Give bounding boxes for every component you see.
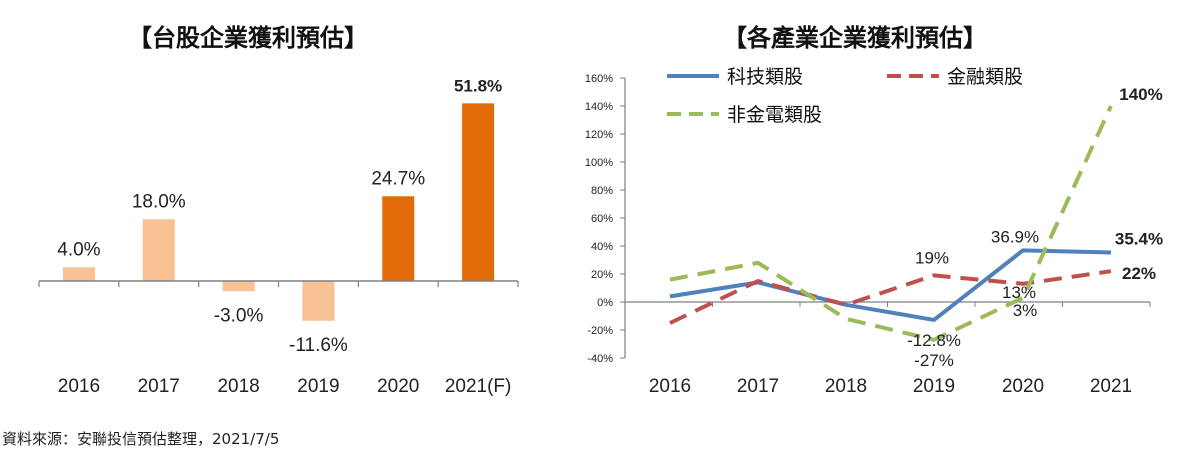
line-value-label: 3% [1013, 301, 1038, 320]
line-value-label: -12.8% [907, 331, 961, 350]
y-tick-label: 120% [585, 129, 613, 141]
bar-2019 [302, 281, 335, 321]
x-tick-label: 2017 [138, 376, 180, 397]
series-line-2 [669, 269, 1112, 325]
y-tick-label: -40% [587, 353, 613, 365]
legend-label: 金融類股 [947, 66, 1023, 88]
y-tick-label: 160% [585, 73, 613, 85]
y-tick-label: 60% [591, 213, 613, 225]
bar-value-label: 4.0% [57, 239, 100, 260]
bar-2021(F) [462, 103, 495, 282]
y-tick-label: 80% [591, 185, 613, 197]
x-tick-label: 2021 [1090, 376, 1132, 397]
x-tick-label: 2016 [58, 376, 100, 397]
x-tick-label: 2016 [649, 376, 691, 397]
x-tick-label: 2019 [297, 376, 339, 397]
bar-value-label: -11.6% [289, 335, 348, 356]
bar-value-label: 24.7% [371, 168, 425, 189]
x-tick-label: 2021(F) [445, 376, 512, 397]
line-value-label: -27% [914, 351, 954, 370]
line-value-label: 36.9% [991, 227, 1039, 246]
bar-value-label: -3.0% [214, 305, 264, 326]
taiwan-earnings-bar-chart: 4.0% 2016 18.0% 2017 -3.0% 2018 -11.6% 2019 24.7… [38, 76, 519, 397]
y-tick-label: 20% [591, 269, 613, 281]
x-tick-label: 2020 [1002, 376, 1044, 397]
bar-2017 [142, 219, 175, 281]
x-tick-label: 2018 [217, 376, 259, 397]
y-tick-label: 140% [585, 101, 613, 113]
legend-label: 非金電類股 [727, 104, 822, 126]
series-line-3 [669, 105, 1113, 342]
source-note: 資料來源：安聯投信預估整理，2021/7/5 [2, 430, 280, 448]
bar-value-label: 51.8% [454, 76, 502, 95]
bar-value-label: 18.0% [132, 191, 186, 212]
line-value-label: 13% [1002, 283, 1036, 302]
bar-2016 [62, 267, 95, 281]
bar-chart-title: 【台股企業獲利預估】 [128, 24, 368, 52]
legend-label: 科技類股 [727, 66, 803, 88]
x-tick-label: 2017 [737, 376, 779, 397]
sector-earnings-line-chart: 160% 140% 120% 100% 80% 60% 40% 20% 0% -20% -40% 20… [585, 66, 1163, 397]
bar-2020 [382, 196, 415, 281]
line-value-label: 140% [1119, 85, 1162, 104]
y-tick-label: -20% [587, 325, 613, 337]
x-tick-label: 2020 [377, 376, 419, 397]
line-value-label: 22% [1122, 264, 1156, 283]
y-tick-label: 40% [591, 241, 613, 253]
y-tick-label: 0% [597, 297, 613, 309]
x-tick-label: 2018 [825, 376, 867, 397]
x-tick-label: 2019 [913, 376, 955, 397]
line-chart-title: 【各產業企業獲利預估】 [723, 24, 987, 52]
bar-2018 [222, 281, 255, 292]
y-tick-label: 100% [585, 157, 613, 169]
series-line-1 [669, 248, 1112, 322]
line-value-label: 19% [915, 248, 949, 267]
line-value-label: 35.4% [1115, 229, 1163, 248]
